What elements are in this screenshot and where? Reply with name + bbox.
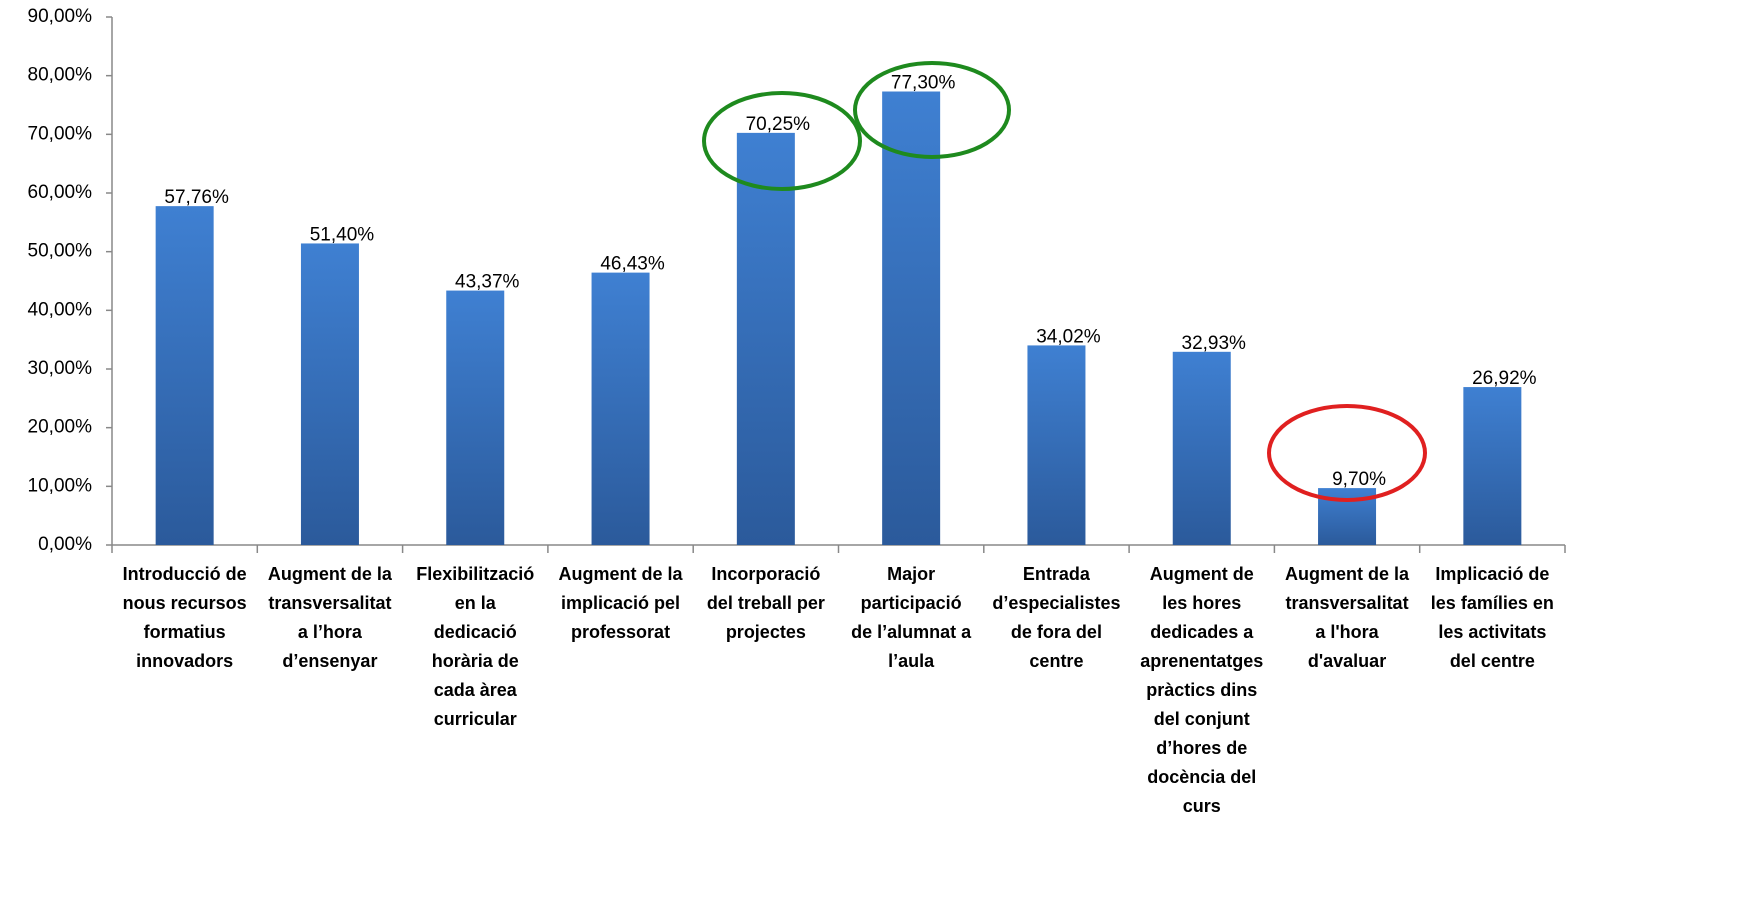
- x-tick-label: Introducció de nous recursos formatius i…: [122, 564, 247, 671]
- y-tick-label: 80,00%: [28, 65, 93, 86]
- x-tick-label-box: Entrada d’especialistes de fora del cent…: [992, 564, 1121, 671]
- bar: [155, 206, 214, 545]
- y-tick-label: 60,00%: [28, 182, 93, 203]
- bar: [300, 243, 359, 545]
- x-tick-label-box: Augment de la implicació pel professorat: [558, 564, 683, 642]
- highlight-ellipse: [853, 61, 1011, 159]
- bar: [591, 272, 650, 545]
- y-tick-label: 20,00%: [28, 417, 93, 438]
- x-tick-label: Augment de la transversalitat a l’hora d…: [267, 564, 392, 671]
- data-label: 32,93%: [1182, 333, 1247, 354]
- highlight-ellipse: [1267, 404, 1427, 502]
- data-label: 34,02%: [1036, 326, 1101, 347]
- bar: [736, 132, 795, 545]
- bar: [1172, 351, 1231, 545]
- x-tick-label: Incorporació del treball per projectes: [706, 564, 825, 642]
- x-tick-label-box: Incorporació del treball per projectes: [706, 564, 825, 642]
- data-label: 9,70%: [1332, 469, 1386, 490]
- x-tick-label: Implicació de les famílies en les activi…: [1430, 564, 1554, 671]
- y-tick-label: 90,00%: [28, 6, 93, 27]
- y-tick-label: 0,00%: [38, 534, 92, 555]
- data-label: 43,37%: [455, 272, 520, 293]
- data-label: 46,43%: [600, 254, 665, 275]
- y-tick-label: 50,00%: [28, 241, 93, 262]
- y-tick-label: 30,00%: [28, 358, 93, 379]
- x-tick-label-box: Implicació de les famílies en les activi…: [1430, 564, 1554, 671]
- y-tick-label: 10,00%: [28, 475, 93, 496]
- x-tick-label: Augment de la transversalitat a l'hora d…: [1285, 564, 1410, 671]
- bar: [882, 91, 941, 546]
- x-tick-label: Augment de la implicació pel professorat: [558, 564, 683, 642]
- x-tick-label: Flexibilització en la dedicació horària …: [416, 564, 535, 729]
- data-label: 26,92%: [1472, 368, 1537, 389]
- y-tick-label: 40,00%: [28, 299, 93, 320]
- x-tick-label-box: Augment de la transversalitat a l’hora d…: [267, 564, 392, 671]
- x-tick-label-box: Augment de la transversalitat a l'hora d…: [1285, 564, 1410, 671]
- bar: [1463, 387, 1522, 545]
- data-label: 51,40%: [310, 224, 375, 245]
- x-tick-label-box: Introducció de nous recursos formatius i…: [122, 564, 247, 671]
- x-tick-label: Major participació de l’alumnat a l’aula: [851, 564, 972, 671]
- bar: [446, 290, 505, 545]
- x-tick-label: Entrada d’especialistes de fora del cent…: [992, 564, 1121, 671]
- x-tick-label: Augment de les hores dedicades a aprenen…: [1140, 564, 1264, 816]
- data-label: 70,25%: [746, 114, 811, 135]
- y-tick-label: 70,00%: [28, 123, 93, 144]
- data-label: 77,30%: [891, 73, 956, 94]
- x-tick-label-box: Major participació de l’alumnat a l’aula: [851, 564, 972, 671]
- data-label: 57,76%: [164, 187, 229, 208]
- bar: [1027, 345, 1086, 545]
- x-tick-label-box: Flexibilització en la dedicació horària …: [416, 564, 535, 729]
- x-tick-label-box: Augment de les hores dedicades a aprenen…: [1140, 564, 1264, 816]
- highlight-ellipse: [702, 91, 862, 191]
